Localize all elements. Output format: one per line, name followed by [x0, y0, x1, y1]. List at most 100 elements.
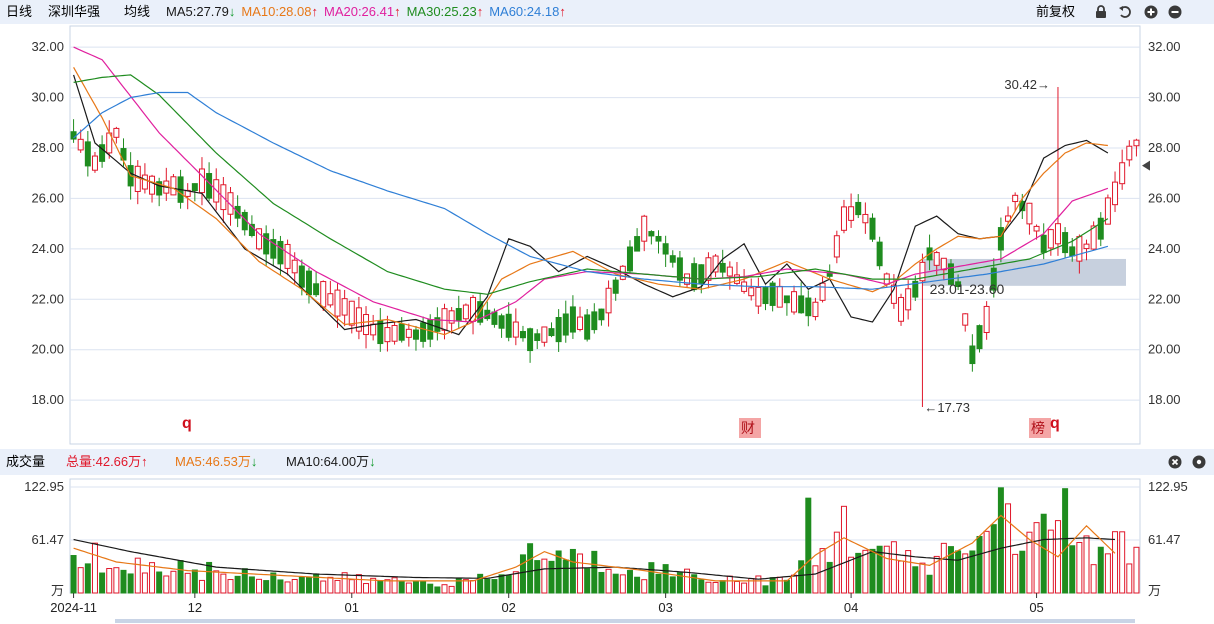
candle-body — [848, 206, 855, 221]
stock-name: 深圳华强 — [48, 4, 101, 19]
volume-bar — [234, 575, 241, 594]
volume-chart[interactable]: 122.95 122.95 61.47 61.47 万 万 2024-11 12 01 02 03 0… — [0, 475, 1214, 624]
volume-bar — [191, 569, 198, 594]
candle-body — [277, 240, 284, 265]
volume-bar — [577, 553, 584, 594]
candle-body — [227, 192, 234, 215]
volume-ma10: MA10:64.00万↓ — [286, 454, 376, 469]
volume-bar — [77, 567, 84, 594]
candle-body — [527, 328, 534, 352]
volume-bar — [177, 560, 184, 594]
volume-bar — [184, 572, 191, 594]
candle-body — [876, 241, 883, 267]
volume-bar — [448, 585, 455, 594]
volume-bar — [227, 579, 234, 594]
volume-bar — [719, 580, 726, 594]
volume-bar — [883, 545, 890, 594]
candle-body — [441, 308, 448, 331]
y-tick-left: 20.00 — [31, 342, 64, 357]
y-tick-right: 30.00 — [1148, 90, 1181, 105]
volume-bar — [106, 568, 113, 594]
marker-bang-bg — [1029, 418, 1051, 438]
y-tick-right: 24.00 — [1148, 241, 1181, 256]
candle-body — [762, 286, 769, 305]
volume-bar — [370, 577, 377, 594]
volume-bar — [1005, 503, 1012, 594]
candle-body — [569, 306, 576, 333]
candle-body — [391, 324, 398, 342]
settings-icon[interactable] — [1192, 455, 1206, 469]
volume-bar — [1047, 529, 1054, 594]
zoom-out-icon[interactable] — [1168, 5, 1182, 19]
candle-body — [805, 297, 812, 317]
volume-bar — [334, 579, 341, 594]
candle-body — [448, 310, 455, 324]
avg-label[interactable]: 均线 — [124, 4, 151, 19]
volume-bar — [1126, 563, 1133, 594]
marker-cai: 财 — [741, 420, 755, 436]
volume-bar — [1097, 546, 1104, 594]
candle-body — [284, 243, 291, 269]
candle-body — [534, 333, 541, 341]
y-tick-right: 26.00 — [1148, 190, 1181, 205]
candle-body — [313, 283, 320, 296]
candle-body — [91, 155, 98, 171]
volume-bar — [905, 550, 912, 594]
volume-bar — [1104, 553, 1111, 594]
volume-bar — [569, 548, 576, 594]
volume-bar — [612, 573, 619, 594]
adjust-button[interactable]: 前复权 — [1036, 4, 1076, 19]
volume-bar — [1069, 545, 1076, 594]
candle-body — [1076, 236, 1083, 262]
candle-body — [363, 314, 370, 336]
y-tick-left: 18.00 — [31, 392, 64, 407]
volume-bar — [619, 574, 626, 594]
volume-bar — [691, 574, 698, 594]
candle-body — [862, 213, 869, 224]
marker-bang: 榜 — [1031, 420, 1045, 436]
candle-body — [1104, 197, 1111, 225]
candle-body — [626, 246, 633, 272]
zoom-in-icon[interactable] — [1144, 5, 1158, 19]
volume-bar — [1019, 550, 1026, 594]
y-tick-left: 22.00 — [31, 291, 64, 306]
volume-bar — [149, 562, 156, 594]
volume-bar — [134, 557, 141, 594]
volume-bar — [555, 550, 562, 594]
volume-bar — [776, 576, 783, 594]
candle-body — [676, 257, 683, 281]
candle-body — [769, 282, 776, 306]
y-tick-left: 30.00 — [31, 90, 64, 105]
candle-body — [983, 305, 990, 334]
volume-bar — [355, 574, 362, 594]
volume-bar — [363, 583, 370, 594]
volume-bar — [805, 497, 812, 594]
marker-q-2: q — [1050, 415, 1060, 432]
price-chart[interactable]: 32.00 32.00 30.00 30.00 28.00 28.00 26.00 26.00… — [0, 24, 1214, 449]
candle-body — [412, 329, 419, 340]
scrollbar-track — [115, 619, 1135, 623]
volume-bar — [1133, 546, 1140, 594]
volume-bar — [1076, 541, 1083, 594]
candle-body — [890, 284, 897, 304]
y-tick-right: 18.00 — [1148, 392, 1181, 407]
candle-body — [940, 257, 947, 271]
volume-bar — [341, 572, 348, 594]
volume-bar — [876, 545, 883, 594]
volume-bar — [912, 566, 919, 594]
undo-icon[interactable] — [1118, 5, 1132, 19]
candle-body — [840, 206, 847, 231]
candle-body — [384, 327, 391, 343]
volume-bar — [284, 581, 291, 594]
volume-bar — [505, 574, 512, 594]
volume-bar — [206, 561, 213, 594]
volume-bar — [826, 561, 833, 594]
period-label[interactable]: 日线 — [6, 4, 33, 19]
lock-icon[interactable] — [1094, 5, 1108, 19]
close-icon[interactable] — [1168, 455, 1182, 469]
x-tick-label: 01 — [345, 600, 359, 615]
ma-line-ma10 — [73, 67, 1108, 336]
candle-body — [512, 321, 519, 338]
volume-bar — [584, 568, 591, 594]
volume-bar — [1083, 535, 1090, 594]
